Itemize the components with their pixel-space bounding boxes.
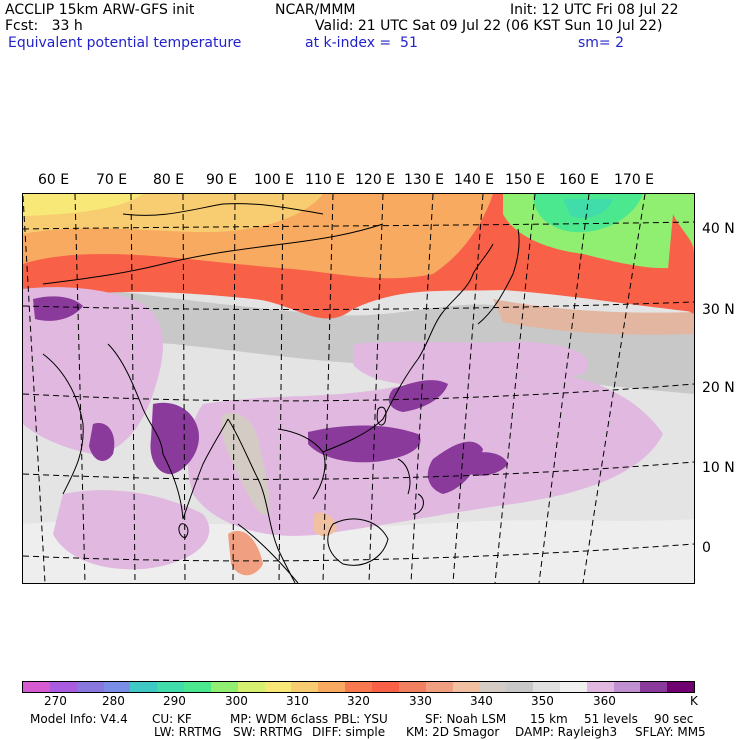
colorbar-swatch (506, 682, 534, 692)
cumulus-scheme: CU: KF (152, 712, 192, 726)
lon-label-120e: 120 E (355, 172, 396, 188)
colorbar-swatch (398, 682, 426, 692)
colorbar-label-290: 290 (163, 694, 186, 708)
colorbar-label-350: 350 (531, 694, 554, 708)
field-name: Equivalent potential temperature (8, 35, 242, 51)
lon-label-170e: 170 E (614, 172, 655, 188)
lat-label-0: 0 (702, 540, 711, 556)
colorbar-swatch (23, 682, 50, 692)
map-canvas (23, 194, 694, 583)
smoothing-info: sm= 2 (578, 35, 625, 51)
colorbar-label-360: 360 (593, 694, 616, 708)
colorbar-swatch (559, 682, 587, 692)
theta-e-map (22, 193, 695, 584)
colorbar-label-310: 310 (286, 694, 309, 708)
colorbar-swatch (237, 682, 265, 692)
institution-label: NCAR/MMM (275, 2, 356, 18)
colorbar-swatch (667, 682, 695, 692)
level-info: at k-index = 51 (305, 35, 418, 51)
lon-label-110e: 110 E (305, 172, 346, 188)
valid-time: Valid: 21 UTC Sat 09 Jul 22 (06 KST Sun … (315, 18, 663, 34)
colorbar-swatch (210, 682, 238, 692)
km-scheme: KM: 2D Smagor (406, 725, 500, 739)
pbl-scheme: PBL: YSU (334, 712, 388, 726)
colorbar-swatch (184, 682, 211, 692)
colorbar-swatch (452, 682, 480, 692)
graticule (23, 194, 694, 583)
lon-label-100e: 100 E (254, 172, 295, 188)
surface-scheme: SF: Noah LSM (425, 712, 507, 726)
microphysics-scheme: MP: WDM 6class (230, 712, 329, 726)
lat-label-30n: 30 N (702, 302, 735, 318)
colorbar-swatch (130, 682, 158, 692)
colorbar-swatch (533, 682, 560, 692)
shortwave-scheme: SW: RRTMG (233, 725, 303, 739)
lat-label-10n: 10 N (702, 460, 735, 476)
time-step: 90 sec (654, 712, 694, 726)
colorbar-swatch (479, 682, 507, 692)
colorbar-label-280: 280 (102, 694, 125, 708)
colorbar-swatch (345, 682, 372, 692)
lon-label-140e: 140 E (454, 172, 495, 188)
model-title: ACCLIP 15km ARW-GFS init (5, 2, 195, 18)
coastlines (42, 203, 520, 583)
colorbar-swatch (291, 682, 319, 692)
surface-layer-scheme: SFLAY: MM5 (635, 725, 706, 739)
colorbar-swatch (76, 682, 104, 692)
model-info: Model Info: V4.4 (30, 712, 128, 726)
colorbar-label-270: 270 (44, 694, 67, 708)
colorbar-swatch (264, 682, 292, 692)
lon-label-80e: 80 E (153, 172, 185, 188)
init-time: Init: 12 UTC Fri 08 Jul 22 (510, 2, 679, 18)
longwave-scheme: LW: RRTMG (154, 725, 222, 739)
lon-label-150e: 150 E (505, 172, 546, 188)
colorbar-swatch (640, 682, 668, 692)
color-scale-bar (22, 681, 695, 693)
colorbar-swatch (49, 682, 77, 692)
colorbar-swatch (157, 682, 185, 692)
colorbar-swatch (318, 682, 346, 692)
diffusion-scheme: DIFF: simple (312, 725, 386, 739)
colorbar-label-320: 320 (347, 694, 370, 708)
colorbar-swatch (371, 682, 399, 692)
grid-spacing: 15 km (530, 712, 568, 726)
vertical-levels: 51 levels (584, 712, 638, 726)
colorbar-swatch (586, 682, 614, 692)
lon-label-70e: 70 E (96, 172, 128, 188)
colorbar-label-340: 340 (470, 694, 493, 708)
lon-label-60e: 60 E (38, 172, 70, 188)
colorbar-label-330: 330 (409, 694, 432, 708)
colorbar-swatch (613, 682, 641, 692)
colorbar-swatch (425, 682, 453, 692)
forecast-hour: Fcst: 33 h (5, 18, 83, 34)
lat-label-20n: 20 N (702, 380, 735, 396)
lon-label-90e: 90 E (206, 172, 238, 188)
lon-label-160e: 160 E (559, 172, 600, 188)
lat-label-40n: 40 N (702, 221, 735, 237)
damping-scheme: DAMP: Rayleigh3 (515, 725, 618, 739)
lon-label-130e: 130 E (404, 172, 445, 188)
colorbar-unit: K (690, 694, 698, 708)
colorbar-label-300: 300 (225, 694, 248, 708)
colorbar-swatch (103, 682, 131, 692)
